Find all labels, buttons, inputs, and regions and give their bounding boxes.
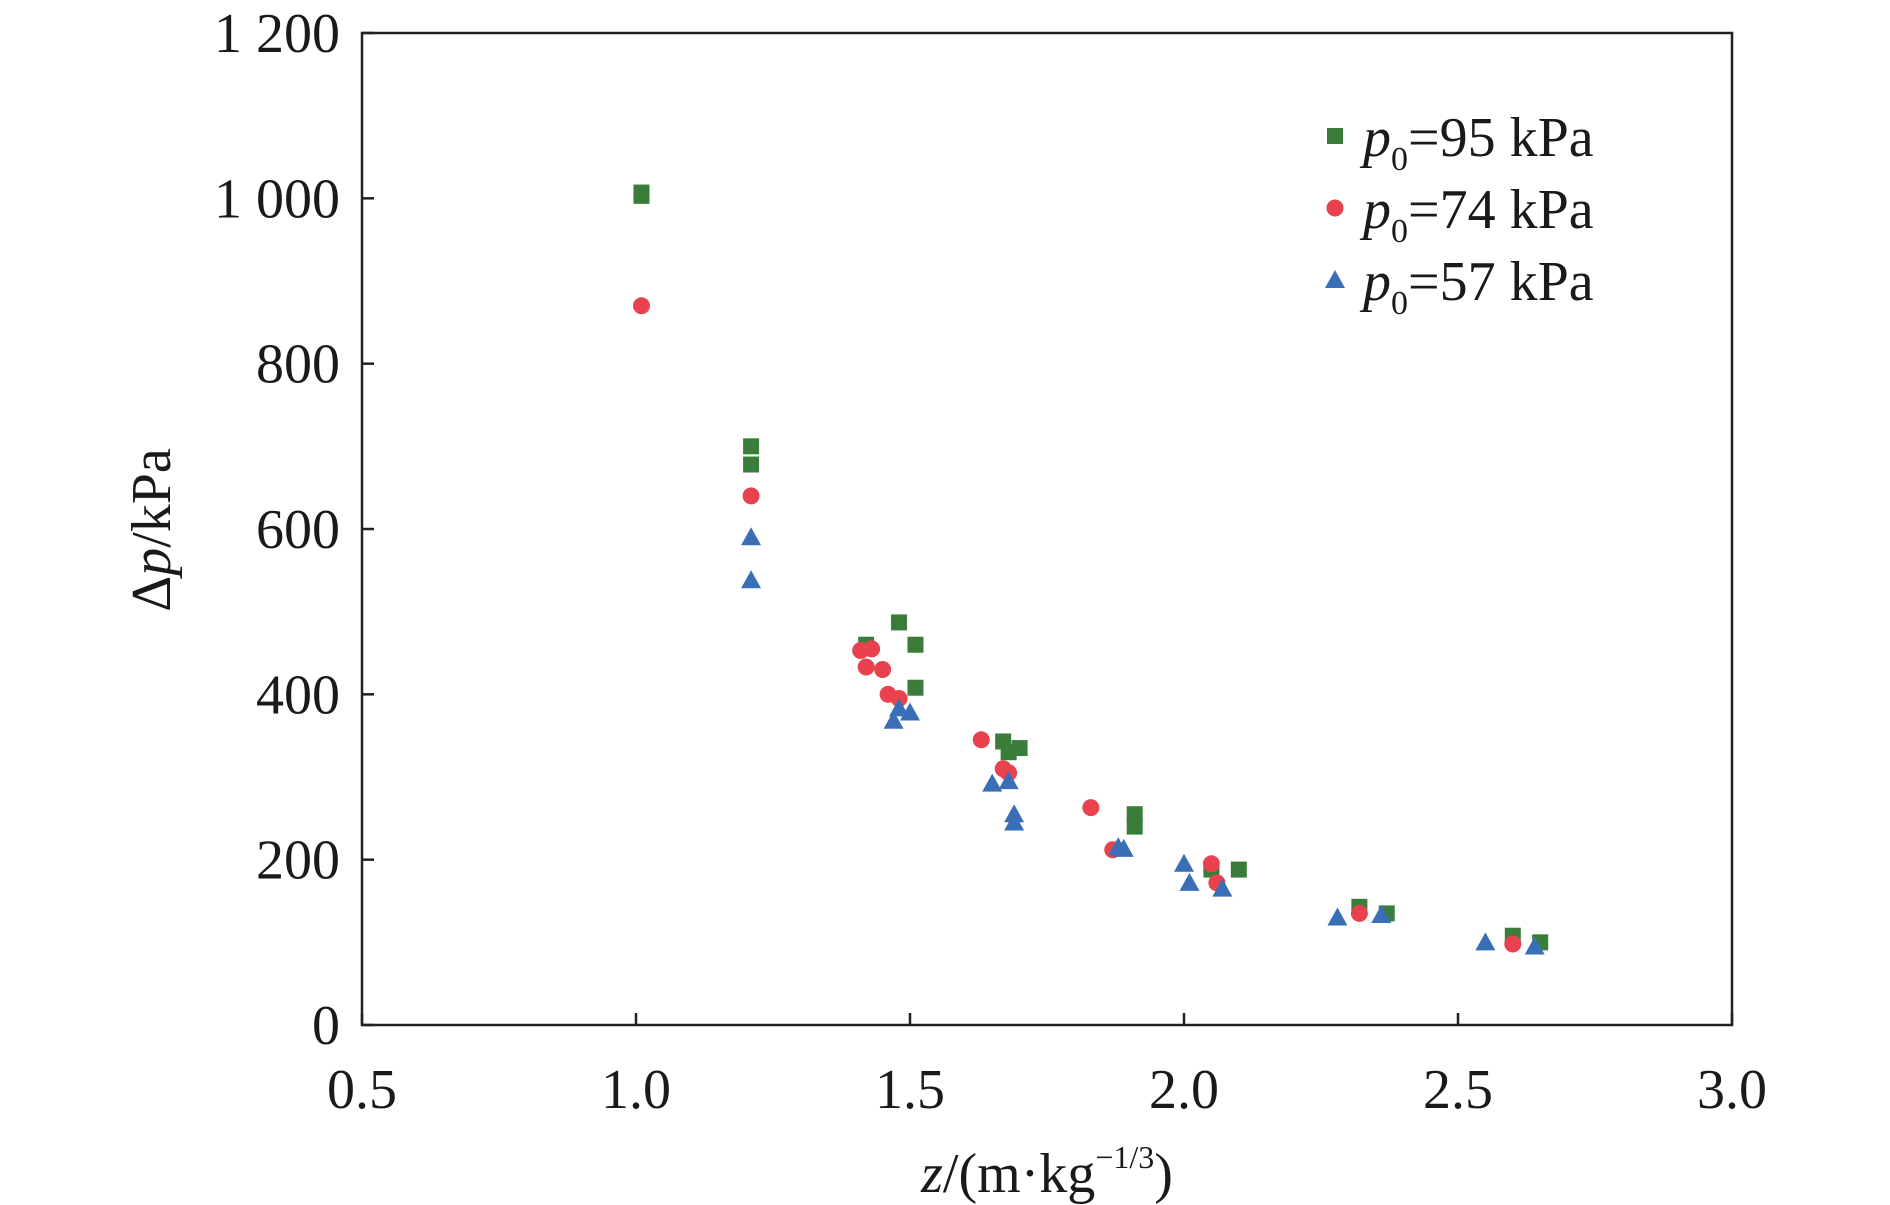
x-tick-label: 3.0: [1697, 1059, 1767, 1121]
legend-item: p0=95 kPa: [1327, 107, 1594, 178]
data-point-circle: [863, 640, 881, 658]
data-point-triangle: [1174, 853, 1194, 872]
x-tick-label: 2.0: [1149, 1059, 1219, 1121]
data-point-triangle: [741, 570, 762, 589]
data-point-triangle: [741, 527, 762, 546]
y-tick-label: 1 200: [214, 3, 340, 65]
data-point-circle: [874, 661, 892, 679]
data-point-circle: [1350, 904, 1368, 922]
data-point-square: [1011, 740, 1028, 757]
data-point-square: [907, 636, 924, 653]
data-points: [632, 184, 1549, 955]
data-point-square: [743, 456, 760, 473]
y-tick-label: 0: [312, 995, 340, 1057]
legend-item: p0=74 kPa: [1326, 179, 1594, 250]
data-point-triangle: [889, 698, 910, 717]
data-point-circle: [742, 487, 760, 505]
data-point-triangle: [1212, 878, 1233, 897]
data-point-circle: [972, 731, 990, 749]
x-axis-title: z/(m·kg−1/3): [920, 1139, 1173, 1205]
data-point-square: [633, 187, 650, 204]
data-point-triangle: [1179, 872, 1200, 891]
y-axis-title: Δp/kPa: [121, 448, 183, 612]
data-point-triangle: [1524, 936, 1545, 955]
data-point-triangle: [982, 773, 1003, 792]
data-point-triangle: [1004, 812, 1025, 831]
y-tick-label: 400: [256, 664, 340, 726]
x-axis: 0.5 1.0 1.5 2.0 2.5 3.0: [327, 1013, 1767, 1121]
data-point-circle: [1504, 935, 1522, 953]
legend-item: p0=57 kPa: [1325, 251, 1594, 322]
data-point-circle: [1082, 799, 1100, 817]
data-point-circle: [857, 658, 875, 676]
data-point-square: [907, 679, 924, 696]
series-triangle: [741, 527, 1545, 955]
data-point-triangle: [1475, 932, 1496, 951]
data-point-square: [1230, 861, 1247, 878]
x-tick-label: 1.5: [875, 1059, 945, 1121]
y-axis: 0 200 400 600 800 1 000 1 200: [214, 3, 374, 1057]
data-point-circle: [632, 297, 650, 315]
y-tick-label: 200: [256, 830, 340, 892]
y-tick-label: 1 000: [214, 168, 340, 230]
data-point-triangle: [883, 710, 904, 729]
series-circle: [632, 297, 1522, 953]
data-point-square: [743, 438, 760, 455]
x-tick-label: 0.5: [327, 1059, 397, 1121]
data-point-triangle: [1113, 838, 1134, 857]
data-point-triangle: [900, 702, 920, 721]
data-point-triangle: [998, 771, 1019, 790]
x-tick-label: 2.5: [1423, 1059, 1493, 1121]
y-tick-label: 800: [256, 334, 340, 396]
legend-marker-circle: [1326, 199, 1344, 217]
legend-label: p0=74 kPa: [1359, 179, 1594, 250]
data-point-triangle: [1371, 905, 1392, 924]
data-point-square: [891, 614, 908, 631]
data-point-circle: [1202, 855, 1220, 873]
legend-label: p0=95 kPa: [1359, 107, 1594, 178]
legend-marker-square: [1327, 128, 1343, 144]
legend-marker-triangle: [1325, 270, 1345, 288]
data-point-square: [1126, 806, 1143, 823]
data-point-triangle: [1327, 907, 1348, 926]
x-tick-label: 1.0: [601, 1059, 671, 1121]
data-point-square: [1126, 818, 1143, 835]
y-tick-label: 600: [256, 499, 340, 561]
legend-label: p0=57 kPa: [1359, 251, 1594, 322]
